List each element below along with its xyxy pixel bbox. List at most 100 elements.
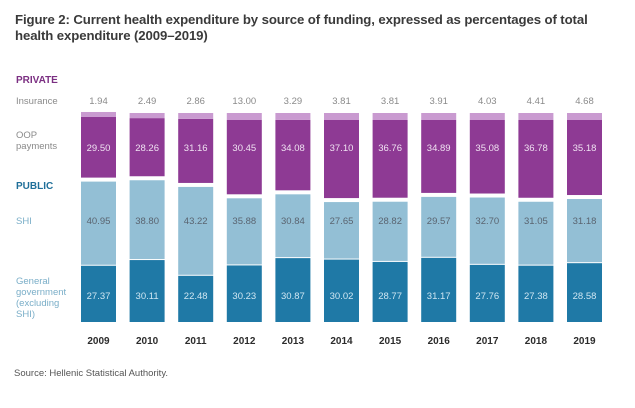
value-label-shi: 43.22 xyxy=(184,216,208,227)
value-label-oop-payments: 35.08 xyxy=(475,143,499,154)
value-label-oop-payments: 36.76 xyxy=(378,143,402,154)
bar-segment-shi xyxy=(324,202,359,259)
bar-segment-oop-payments xyxy=(567,120,602,196)
x-tick-label: 2012 xyxy=(233,336,256,347)
group-label-private: PRIVATE xyxy=(16,75,58,86)
bar-segment-oop-payments xyxy=(81,116,116,178)
value-label-general-government: 30.23 xyxy=(232,291,256,302)
bar-segment-oop-payments xyxy=(372,120,408,198)
x-tick-label: 2014 xyxy=(330,336,353,347)
value-label-general-government: 30.87 xyxy=(281,291,305,302)
bar-segment-general-government xyxy=(178,275,214,322)
value-label-shi: 31.05 xyxy=(524,216,548,227)
row-label-oop-payments: payments xyxy=(16,141,57,152)
bar-segment-shi xyxy=(178,186,214,275)
value-label-general-government: 27.38 xyxy=(524,291,548,302)
value-label-insurance: 1.94 xyxy=(89,96,108,107)
row-label-general-government: SHI) xyxy=(16,309,35,320)
x-tick-label: 2016 xyxy=(428,336,451,347)
row-label-general-government: (excluding xyxy=(16,298,59,309)
bar-segment-shi xyxy=(226,198,262,265)
bar-segment-insurance xyxy=(518,113,554,120)
row-label-oop-payments: OOP xyxy=(16,130,37,141)
value-label-general-government: 27.37 xyxy=(87,291,111,302)
value-label-oop-payments: 36.78 xyxy=(524,143,548,154)
bar-segment-general-government xyxy=(324,259,359,322)
value-label-shi: 38.80 xyxy=(135,216,159,227)
value-label-oop-payments: 34.89 xyxy=(427,143,451,154)
bar-segment-shi xyxy=(469,197,505,264)
x-tick-label: 2015 xyxy=(379,336,402,347)
value-label-oop-payments: 28.26 xyxy=(135,143,159,154)
bar-segment-general-government xyxy=(275,258,311,322)
bar-segment-insurance xyxy=(129,113,165,119)
value-label-oop-payments: 37.10 xyxy=(330,143,354,154)
x-tick-label: 2013 xyxy=(282,336,305,347)
bar-segment-insurance xyxy=(178,113,214,119)
value-label-insurance: 3.29 xyxy=(284,96,303,107)
value-label-shi: 35.88 xyxy=(232,216,256,227)
value-label-insurance: 3.81 xyxy=(332,96,351,107)
value-label-insurance: 3.81 xyxy=(381,96,400,107)
value-label-general-government: 28.77 xyxy=(378,291,402,302)
bar-segment-oop-payments xyxy=(421,120,457,193)
bar-segment-general-government xyxy=(372,261,408,322)
bar-segment-oop-payments xyxy=(129,118,165,177)
bar-segment-shi xyxy=(129,180,165,260)
bar-segment-insurance xyxy=(226,113,262,120)
value-label-shi: 28.82 xyxy=(378,216,402,227)
value-label-insurance: 2.86 xyxy=(186,96,205,107)
bar-segment-shi xyxy=(275,194,311,258)
x-tick-label: 2017 xyxy=(476,336,499,347)
row-label-general-government: government xyxy=(16,287,67,298)
value-label-general-government: 22.48 xyxy=(184,291,208,302)
source-note: Source: Hellenic Statistical Authority. xyxy=(14,368,169,379)
bar-segment-general-government xyxy=(518,265,554,322)
value-label-insurance: 4.68 xyxy=(575,96,594,107)
value-label-general-government: 27.76 xyxy=(475,291,499,302)
value-label-oop-payments: 30.45 xyxy=(232,143,256,154)
bar-segment-insurance xyxy=(324,113,359,120)
chart-title: Figure 2: Current health expenditure by … xyxy=(15,12,588,43)
bar-segment-general-government xyxy=(81,265,116,322)
bar-segment-insurance xyxy=(469,113,505,120)
bar-segment-insurance xyxy=(372,113,408,120)
bar-segment-general-government xyxy=(129,260,165,322)
x-tick-label: 2018 xyxy=(525,336,548,347)
row-label-shi: SHI xyxy=(16,216,32,227)
bar-segment-oop-payments xyxy=(275,119,311,191)
bar-segment-shi xyxy=(81,181,116,265)
bar-segment-general-government xyxy=(226,265,262,322)
value-label-oop-payments: 29.50 xyxy=(87,143,111,154)
x-tick-label: 2010 xyxy=(136,336,159,347)
bar-segment-insurance xyxy=(81,111,116,117)
value-label-insurance: 13.00 xyxy=(232,96,256,107)
bar-segment-insurance xyxy=(275,113,311,120)
value-label-general-government: 30.11 xyxy=(136,291,159,302)
value-label-oop-payments: 31.16 xyxy=(184,143,208,154)
group-label-public: PUBLIC xyxy=(16,181,53,192)
bar-segment-shi xyxy=(372,201,408,261)
bar-segment-insurance xyxy=(421,113,457,120)
bar-segment-oop-payments xyxy=(178,118,214,183)
row-label-general-government: General xyxy=(16,276,50,287)
bar-segment-oop-payments xyxy=(518,120,554,198)
x-tick-label: 2011 xyxy=(185,336,207,347)
value-label-shi: 27.65 xyxy=(330,216,354,227)
bar-segment-general-government xyxy=(567,263,602,322)
x-tick-label: 2019 xyxy=(573,336,596,347)
bar-segment-general-government xyxy=(421,257,457,322)
bar-segment-shi xyxy=(567,199,602,263)
value-label-shi: 40.95 xyxy=(87,216,111,227)
bar-segment-oop-payments xyxy=(469,120,505,194)
value-label-shi: 32.70 xyxy=(475,216,499,227)
value-label-insurance: 2.49 xyxy=(138,96,157,107)
value-label-general-government: 30.02 xyxy=(330,291,354,302)
bar-segment-general-government xyxy=(469,264,505,322)
bar-segment-shi xyxy=(518,201,554,265)
value-label-insurance: 4.03 xyxy=(478,96,497,107)
value-label-general-government: 28.58 xyxy=(573,291,597,302)
value-label-insurance: 4.41 xyxy=(527,96,546,107)
bar-segment-oop-payments xyxy=(226,120,262,195)
